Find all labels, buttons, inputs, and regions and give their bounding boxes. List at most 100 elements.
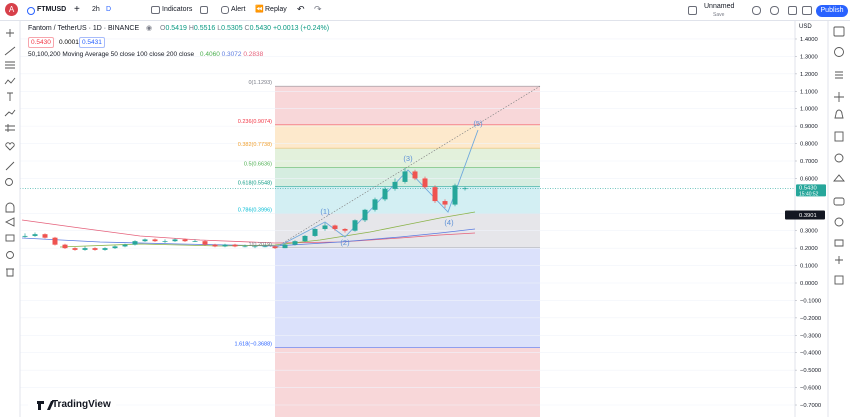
- currency[interactable]: USD: [799, 24, 812, 30]
- text-tool[interactable]: [7, 92, 13, 101]
- y-tick-label: −0.3000: [800, 333, 821, 339]
- candle-body: [72, 248, 78, 250]
- fullscreen-icon[interactable]: [788, 6, 797, 15]
- y-tick-label: 1.0000: [800, 107, 818, 113]
- help-icon[interactable]: [834, 275, 844, 285]
- symbol[interactable]: FTMUSD: [37, 6, 67, 13]
- chart-type[interactable]: D: [106, 6, 112, 13]
- zoom-tool[interactable]: [5, 178, 13, 186]
- avatar[interactable]: A: [5, 3, 18, 16]
- fib-zone: [275, 148, 540, 168]
- prediction-tool[interactable]: [4, 109, 16, 117]
- alert-button[interactable]: Alert: [231, 6, 246, 13]
- undo-button[interactable]: ↶: [297, 4, 305, 14]
- chats-icon[interactable]: [833, 174, 845, 182]
- candle-body: [432, 187, 438, 202]
- left-toolbar: [0, 21, 20, 417]
- candle-body: [182, 239, 188, 242]
- interval[interactable]: 2h: [92, 6, 100, 13]
- fib-zone: [275, 347, 540, 417]
- y-tick-label: −0.5000: [800, 368, 821, 374]
- candle-body: [422, 178, 428, 188]
- calendar-icon[interactable]: [834, 109, 844, 119]
- logo-mark: [37, 401, 54, 410]
- candle-body: [382, 188, 388, 200]
- buy-price[interactable]: 0.5431: [79, 37, 105, 48]
- o-label: O: [160, 25, 166, 32]
- save-label[interactable]: Save: [713, 12, 725, 18]
- fib-tool[interactable]: [5, 61, 15, 69]
- ma-title: 50,100,200 Moving Average 50 close 100 c…: [28, 51, 195, 58]
- indicators-button[interactable]: Indicators: [162, 6, 193, 13]
- candle-body: [362, 209, 368, 221]
- candle-body: [322, 225, 328, 229]
- y-tick-label: 0.7000: [800, 159, 818, 165]
- fib-level-label: 0.786(0.3996): [238, 207, 272, 213]
- price-tag-bg: [796, 184, 826, 197]
- screener-icon[interactable]: [834, 217, 844, 227]
- alert-icon: [221, 6, 229, 14]
- publish-button[interactable]: Publish: [816, 5, 848, 17]
- ruler-tool[interactable]: [5, 161, 15, 171]
- fib-level-label: 0.618(0.5548): [238, 180, 272, 186]
- layouts-icon[interactable]: [200, 6, 208, 14]
- candle-body: [392, 181, 398, 189]
- pine-icon[interactable]: [835, 256, 843, 264]
- lock-tool[interactable]: [5, 234, 15, 242]
- measure-group-tool[interactable]: [5, 124, 15, 132]
- settings-icon[interactable]: [770, 6, 779, 15]
- magnet-tool[interactable]: [5, 202, 15, 213]
- ma-legend: 50,100,200 Moving Average 50 close 100 c…: [28, 51, 263, 58]
- y-tick-label: −0.4000: [800, 351, 821, 357]
- y-tick-label: 0.2000: [800, 246, 818, 252]
- trendline-tool[interactable]: [4, 46, 16, 56]
- data-window-icon[interactable]: [835, 71, 843, 79]
- candle-body: [222, 244, 228, 247]
- candle-body: [252, 246, 258, 248]
- snapshot-icon[interactable]: [802, 6, 812, 15]
- watchlist-icon[interactable]: [833, 26, 845, 37]
- alerts-icon[interactable]: [834, 47, 844, 57]
- candle-body: [42, 234, 48, 238]
- compare-button[interactable]: +: [74, 4, 80, 15]
- notifications-icon[interactable]: [833, 197, 845, 206]
- layout-name[interactable]: Unnamed: [704, 3, 735, 10]
- layout-icon: [688, 6, 697, 15]
- search-icon[interactable]: [752, 6, 761, 15]
- candle-body: [92, 248, 98, 250]
- candle-body: [232, 244, 238, 247]
- stay-drawing-tool[interactable]: [4, 217, 15, 227]
- replay-button[interactable]: Replay: [265, 6, 287, 13]
- candle-body: [292, 241, 298, 245]
- y-tick-label: 0.1000: [800, 264, 818, 270]
- dom-icon[interactable]: [834, 239, 844, 247]
- wave-label: (2): [340, 238, 350, 247]
- candle-body: [332, 225, 338, 229]
- hide-tool[interactable]: [6, 251, 14, 259]
- crosshair-tool[interactable]: [6, 29, 14, 37]
- candle-body: [132, 241, 138, 245]
- candle-body: [412, 171, 418, 179]
- candle-body: [442, 201, 448, 205]
- redo-button[interactable]: ↷: [314, 4, 322, 14]
- candle-body: [22, 235, 28, 237]
- right-sidebar: [828, 21, 850, 417]
- ma-50-value: 0.4060: [199, 51, 220, 58]
- streams-icon[interactable]: [834, 153, 844, 163]
- candle-body: [212, 244, 218, 247]
- delete-tool[interactable]: [6, 268, 14, 277]
- hotlist-icon[interactable]: [834, 92, 844, 102]
- ohlc: O0.5419 H0.5516 L0.5305 C0.5430 +0.0013 …: [160, 25, 329, 32]
- y-tick-label: −0.2000: [800, 316, 821, 322]
- legend-eye[interactable]: ◉: [146, 25, 153, 32]
- countdown: 15:40:52: [799, 191, 819, 197]
- top-bar: A FTMUSD + 2h D Indicators Alert ⏪ Repla…: [0, 0, 850, 21]
- fib-trend-line: [274, 85, 541, 249]
- ma-50: [59, 211, 476, 248]
- candle-body: [102, 248, 108, 250]
- favorites-tool[interactable]: [5, 142, 15, 151]
- sell-price[interactable]: 0.5430: [28, 37, 54, 48]
- replay-icon: ⏪: [255, 6, 264, 13]
- pattern-tool[interactable]: [4, 77, 16, 85]
- ideas-icon[interactable]: [834, 131, 844, 142]
